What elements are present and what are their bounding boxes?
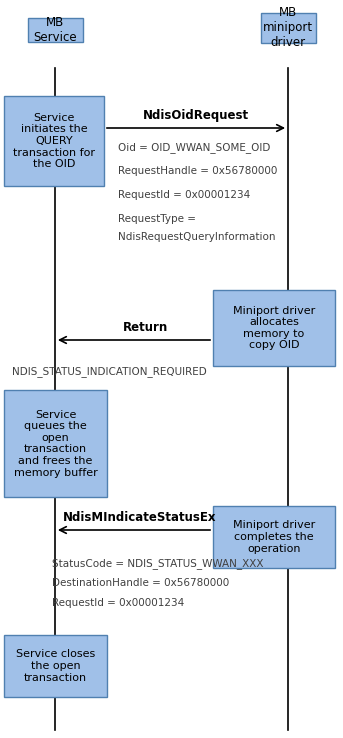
Text: Return: Return	[122, 321, 168, 334]
Text: RequestType =: RequestType =	[118, 214, 196, 224]
Text: MB
Service: MB Service	[33, 16, 77, 44]
Text: Service closes
the open
transaction: Service closes the open transaction	[16, 649, 95, 683]
Text: NDIS_STATUS_INDICATION_REQUIRED: NDIS_STATUS_INDICATION_REQUIRED	[12, 366, 207, 377]
Text: Oid = OID_WWAN_SOME_OID: Oid = OID_WWAN_SOME_OID	[118, 142, 270, 153]
Text: Service
queues the
open
transaction
and frees the
memory buffer: Service queues the open transaction and …	[14, 410, 97, 477]
Text: StatusCode = NDIS_STATUS_WWAN_XXX: StatusCode = NDIS_STATUS_WWAN_XXX	[52, 558, 263, 569]
Text: Miniport driver
allocates
memory to
copy OID: Miniport driver allocates memory to copy…	[233, 306, 315, 351]
Text: NdisRequestQueryInformation: NdisRequestQueryInformation	[118, 232, 275, 242]
Bar	[260, 13, 316, 43]
Text: MB
miniport
driver: MB miniport driver	[263, 7, 313, 49]
Text: RequestId = 0x00001234: RequestId = 0x00001234	[118, 190, 250, 200]
Text: Service
initiates the
QUERY
transaction for
the OID: Service initiates the QUERY transaction …	[13, 113, 95, 169]
Text: Miniport driver
completes the
operation: Miniport driver completes the operation	[233, 520, 315, 554]
Bar	[4, 390, 107, 497]
Bar	[4, 635, 107, 697]
Text: RequestHandle = 0x56780000: RequestHandle = 0x56780000	[118, 166, 277, 176]
Text: DestinationHandle = 0x56780000: DestinationHandle = 0x56780000	[52, 578, 229, 588]
Bar	[27, 18, 83, 42]
Text: NdisMIndicateStatusEx: NdisMIndicateStatusEx	[63, 511, 217, 524]
Text: NdisOidRequest: NdisOidRequest	[143, 109, 249, 122]
Text: RequestId = 0x00001234: RequestId = 0x00001234	[52, 598, 184, 608]
Bar	[213, 506, 335, 568]
Bar	[213, 290, 335, 366]
Bar	[4, 96, 104, 186]
